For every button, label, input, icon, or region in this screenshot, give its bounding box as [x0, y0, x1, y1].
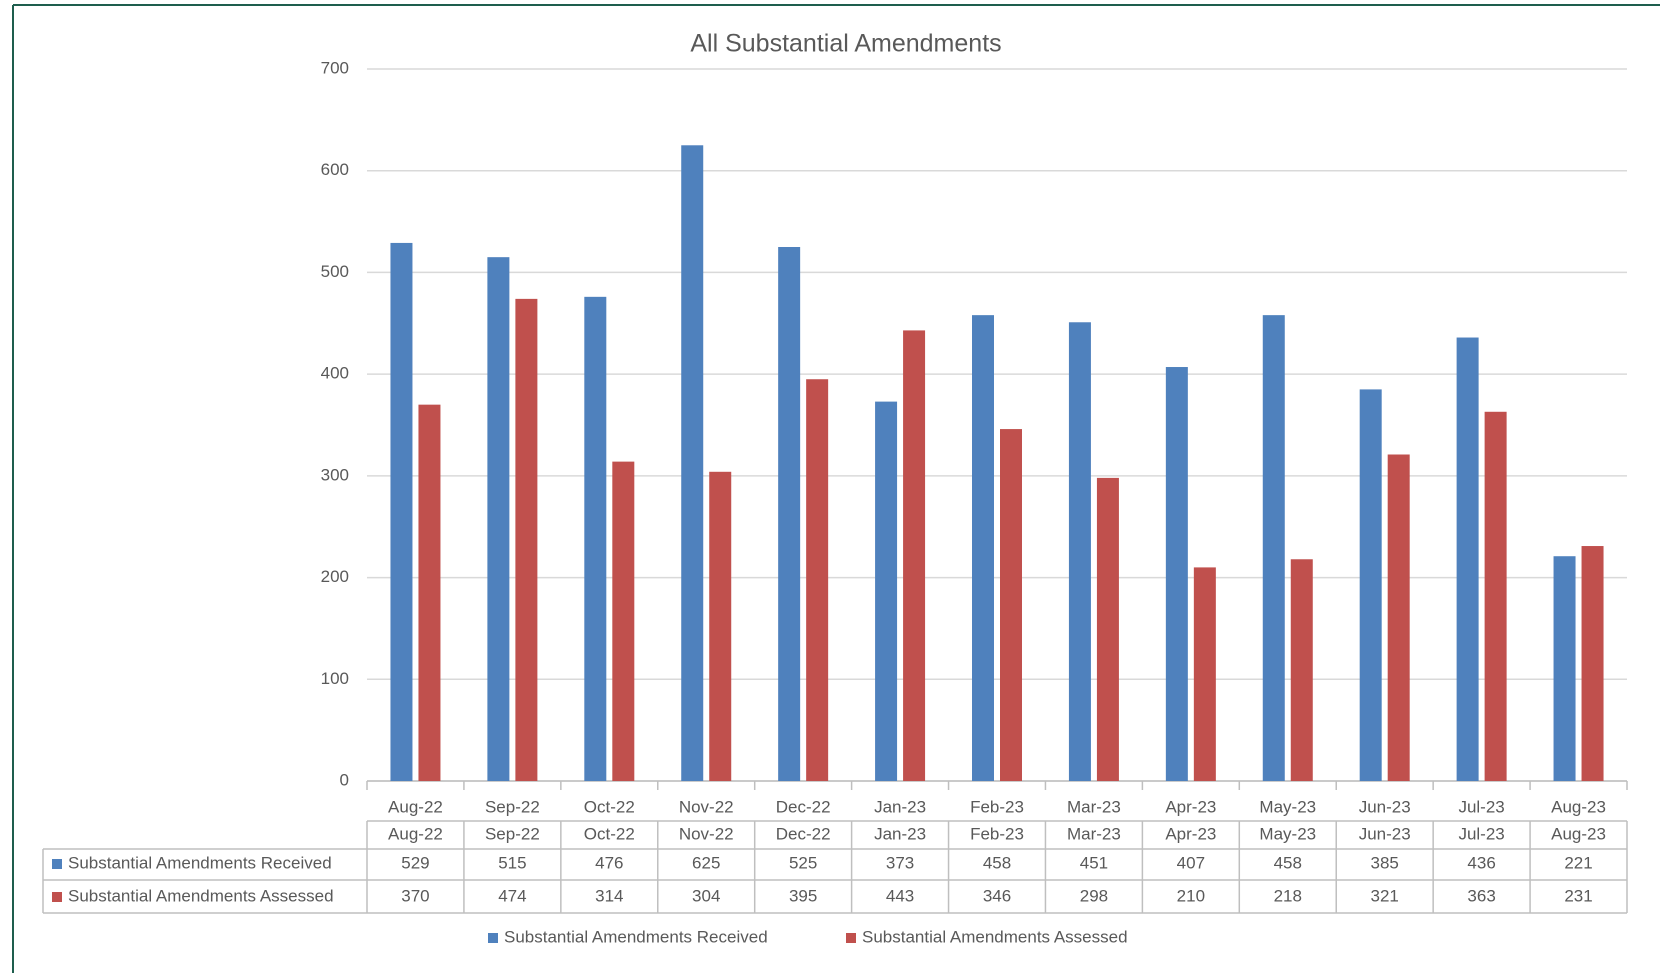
table-value: 458 — [983, 853, 1011, 872]
x-tick-label: May-23 — [1259, 797, 1316, 816]
bar — [709, 471, 732, 781]
bar — [778, 247, 801, 781]
table-value: 529 — [401, 853, 429, 872]
x-tick-label: Nov-22 — [679, 797, 734, 816]
bar — [1484, 411, 1507, 781]
bar — [1068, 322, 1091, 781]
bar — [1262, 315, 1285, 781]
table-value: 443 — [886, 886, 914, 905]
table-header: Dec-22 — [776, 824, 831, 843]
table-header: Jun-23 — [1359, 824, 1411, 843]
table-value: 314 — [595, 886, 623, 905]
bar — [612, 461, 635, 781]
legend-label: Substantial Amendments Assessed — [862, 927, 1128, 946]
bar — [1096, 477, 1119, 781]
y-tick-label: 0 — [340, 770, 349, 789]
bar — [418, 404, 441, 781]
table-value: 436 — [1467, 853, 1495, 872]
x-tick-label: Apr-23 — [1165, 797, 1216, 816]
table-value: 476 — [595, 853, 623, 872]
y-tick-label: 500 — [321, 262, 349, 281]
legend-label: Substantial Amendments Received — [504, 927, 768, 946]
table-value: 395 — [789, 886, 817, 905]
y-tick-label: 200 — [321, 567, 349, 586]
table-value: 346 — [983, 886, 1011, 905]
bar — [1456, 337, 1479, 781]
legend-key — [488, 933, 498, 943]
bar — [1359, 389, 1382, 781]
table-header: Oct-22 — [584, 824, 635, 843]
bar — [1000, 429, 1022, 781]
table-legend-key — [52, 859, 62, 869]
x-tick-label: Aug-23 — [1551, 797, 1606, 816]
bar — [903, 330, 926, 781]
table-value: 221 — [1564, 853, 1592, 872]
table-row-label: Substantial Amendments Received — [68, 853, 332, 872]
table-header: Nov-22 — [679, 824, 734, 843]
bar — [1193, 567, 1216, 781]
y-tick-label: 100 — [321, 669, 349, 688]
y-tick-label: 700 — [321, 58, 349, 77]
bar — [1553, 556, 1576, 781]
bar — [806, 379, 829, 781]
table-value: 451 — [1080, 853, 1108, 872]
table-header: Jul-23 — [1458, 824, 1504, 843]
x-tick-label: Aug-22 — [388, 797, 443, 816]
x-tick-label: Jan-23 — [874, 797, 926, 816]
chart-title: All Substantial Amendments — [690, 30, 1001, 58]
table-header: Apr-23 — [1165, 824, 1216, 843]
bar — [972, 315, 994, 781]
bar — [584, 296, 607, 781]
table-value: 458 — [1274, 853, 1302, 872]
x-tick-label: Oct-22 — [584, 797, 635, 816]
table-value: 625 — [692, 853, 720, 872]
x-tick-label: Mar-23 — [1067, 797, 1121, 816]
table-value: 304 — [692, 886, 720, 905]
bar — [875, 401, 898, 781]
bar — [390, 242, 413, 782]
table-header: May-23 — [1259, 824, 1316, 843]
bar — [1581, 546, 1604, 781]
bar — [681, 145, 704, 782]
table-value: 515 — [498, 853, 526, 872]
y-tick-label: 600 — [321, 160, 349, 179]
y-tick-label: 300 — [321, 465, 349, 484]
table-value: 298 — [1080, 886, 1108, 905]
y-tick-label: 400 — [321, 364, 349, 383]
table-row-label: Substantial Amendments Assessed — [68, 886, 334, 905]
table-value: 231 — [1564, 886, 1592, 905]
table-legend-key — [52, 892, 62, 902]
table-value: 385 — [1371, 853, 1399, 872]
bar — [487, 257, 510, 782]
bar — [515, 298, 538, 781]
table-value: 370 — [401, 886, 429, 905]
table-value: 525 — [789, 853, 817, 872]
bar — [1165, 367, 1188, 781]
x-tick-label: Dec-22 — [776, 797, 831, 816]
table-header: Sep-22 — [485, 824, 540, 843]
bar — [1387, 454, 1410, 781]
table-header: Aug-23 — [1551, 824, 1606, 843]
table-header: Jan-23 — [874, 824, 926, 843]
table-value: 407 — [1177, 853, 1205, 872]
table-value: 218 — [1274, 886, 1302, 905]
table-value: 210 — [1177, 886, 1205, 905]
x-tick-label: Jul-23 — [1458, 797, 1504, 816]
table-header: Aug-22 — [388, 824, 443, 843]
x-tick-label: Feb-23 — [970, 797, 1024, 816]
legend-key — [846, 933, 856, 943]
x-tick-label: Sep-22 — [485, 797, 540, 816]
table-value: 373 — [886, 853, 914, 872]
bar — [1290, 559, 1313, 781]
table-value: 321 — [1371, 886, 1399, 905]
table-header: Feb-23 — [970, 824, 1024, 843]
x-tick-label: Jun-23 — [1359, 797, 1411, 816]
table-header: Mar-23 — [1067, 824, 1121, 843]
table-value: 474 — [498, 886, 526, 905]
table-value: 363 — [1467, 886, 1495, 905]
